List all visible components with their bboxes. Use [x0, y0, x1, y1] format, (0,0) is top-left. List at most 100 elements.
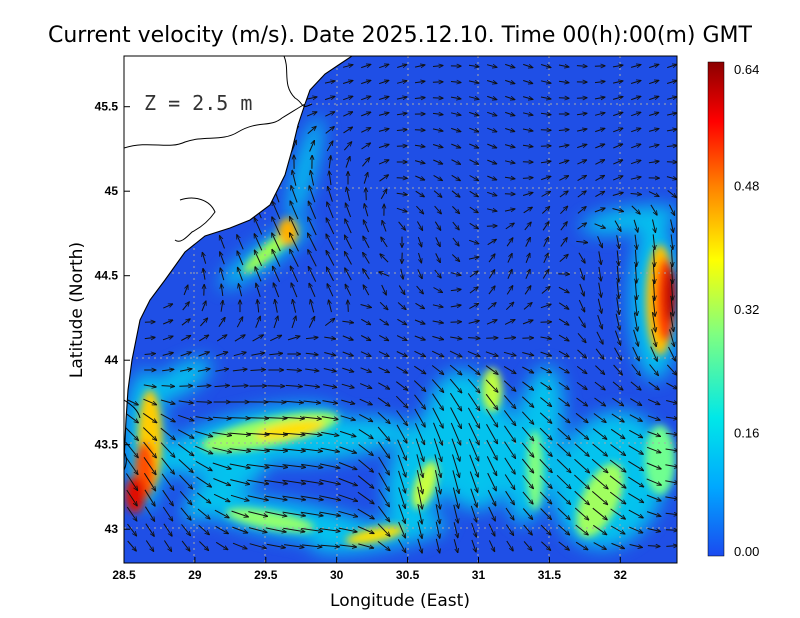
- velocity-arrow: [431, 350, 444, 357]
- velocity-arrow: [379, 175, 389, 182]
- velocity-arrow: [450, 289, 461, 290]
- velocity-arrow: [178, 401, 194, 403]
- velocity-arrow: [559, 176, 568, 181]
- velocity-arrow: [361, 80, 371, 85]
- velocity-arrow: [125, 473, 137, 491]
- velocity-arrow: [323, 384, 337, 388]
- velocity-arrow: [628, 460, 643, 470]
- velocity-arrow: [666, 81, 677, 84]
- velocity-arrow: [201, 301, 206, 312]
- velocity-arrow: [357, 508, 374, 519]
- velocity-arrow: [648, 129, 659, 132]
- velocity-arrow: [363, 285, 370, 296]
- velocity-arrow: [435, 486, 441, 509]
- velocity-arrow: [126, 489, 137, 506]
- velocity-arrow: [161, 473, 174, 490]
- velocity-arrow: [665, 497, 677, 499]
- velocity-arrow: [302, 433, 322, 435]
- velocity-arrow: [631, 205, 640, 214]
- velocity-arrow: [613, 160, 622, 165]
- velocity-arrow: [666, 382, 677, 389]
- velocity-arrow: [397, 439, 407, 461]
- velocity-arrow: [286, 370, 302, 371]
- velocity-arrow: [358, 444, 374, 456]
- velocity-arrow: [434, 470, 440, 494]
- velocity-arrow: [449, 378, 462, 393]
- velocity-arrow: [397, 318, 406, 324]
- velocity-arrow: [469, 143, 478, 148]
- velocity-arrow: [215, 525, 229, 533]
- velocity-arrow: [302, 417, 322, 419]
- velocity-arrow: [469, 175, 479, 181]
- velocity-arrow: [556, 474, 571, 488]
- map-plot-area: Z = 2.5 m: [124, 56, 677, 563]
- velocity-arrow: [557, 507, 570, 519]
- velocity-arrow: [611, 542, 625, 548]
- velocity-arrow: [665, 433, 677, 435]
- colorbar-tick-label: 0.00: [734, 544, 759, 559]
- velocity-arrow: [322, 400, 338, 404]
- velocity-arrow: [649, 80, 659, 85]
- velocity-arrow: [667, 64, 677, 69]
- velocity-arrow: [199, 335, 208, 342]
- velocity-arrow: [665, 481, 677, 484]
- velocity-arrow: [362, 158, 369, 167]
- velocity-arrow: [377, 426, 390, 441]
- velocity-arrow: [576, 98, 587, 99]
- velocity-arrow: [326, 251, 335, 266]
- velocity-arrow: [273, 266, 280, 283]
- velocity-arrow: [396, 193, 408, 195]
- velocity-arrow: [254, 234, 263, 251]
- velocity-arrow: [434, 221, 440, 231]
- velocity-arrow: [652, 219, 656, 233]
- velocity-arrow: [609, 459, 626, 472]
- velocity-arrow: [270, 335, 281, 342]
- velocity-arrow: [359, 413, 372, 421]
- velocity-arrow: [357, 475, 374, 489]
- velocity-arrow: [264, 449, 287, 451]
- velocity-arrow: [579, 283, 584, 296]
- velocity-arrow: [469, 190, 479, 196]
- velocity-arrow: [540, 97, 551, 99]
- velocity-arrow: [212, 432, 232, 436]
- velocity-arrow: [541, 176, 551, 181]
- velocity-arrow: [599, 251, 601, 264]
- velocity-arrow: [614, 347, 622, 360]
- velocity-arrow: [195, 445, 212, 454]
- velocity-arrow: [246, 433, 269, 434]
- velocity-arrow: [452, 487, 458, 509]
- velocity-arrow: [505, 302, 513, 311]
- velocity-arrow: [558, 524, 569, 535]
- velocity-arrow: [161, 457, 175, 474]
- velocity-arrow: [342, 65, 353, 68]
- velocity-arrow: [397, 302, 406, 310]
- velocity-arrow: [575, 428, 588, 440]
- velocity-arrow: [665, 530, 677, 531]
- velocity-arrow: [617, 281, 619, 298]
- velocity-arrow: [487, 489, 496, 506]
- velocity-arrow: [453, 539, 458, 552]
- velocity-arrow: [540, 508, 552, 520]
- velocity-arrow: [345, 156, 350, 168]
- velocity-arrow: [310, 300, 315, 313]
- velocity-arrow: [345, 203, 352, 218]
- velocity-arrow: [469, 127, 478, 132]
- velocity-arrow: [161, 386, 175, 387]
- velocity-arrow: [631, 112, 641, 117]
- velocity-arrow: [653, 264, 654, 283]
- velocity-arrow: [451, 190, 460, 197]
- velocity-arrow: [361, 143, 371, 150]
- velocity-arrow: [523, 63, 533, 67]
- velocity-arrow: [320, 447, 340, 452]
- velocity-arrow: [125, 457, 138, 475]
- velocity-arrow: [597, 298, 601, 314]
- colorbar-tick-label: 0.32: [734, 302, 759, 317]
- velocity-arrow: [214, 509, 229, 518]
- velocity-arrow: [432, 335, 443, 339]
- velocity-arrow: [449, 350, 462, 357]
- velocity-arrow: [229, 448, 251, 452]
- velocity-arrow: [629, 526, 643, 533]
- velocity-arrow: [503, 351, 516, 355]
- velocity-arrow: [247, 495, 269, 501]
